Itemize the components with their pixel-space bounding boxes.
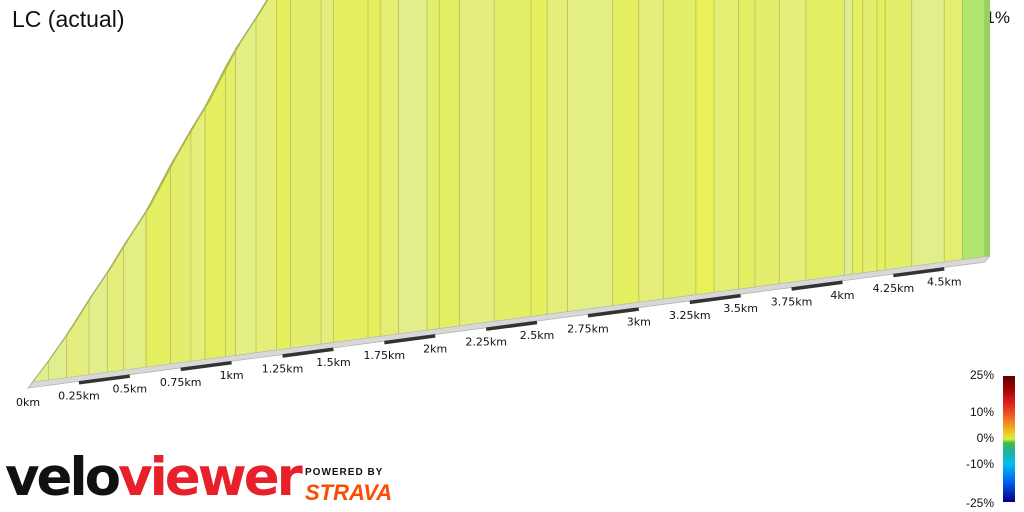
profile-segment xyxy=(438,0,461,335)
profile-segment xyxy=(204,66,226,366)
profile-segment xyxy=(844,0,854,281)
profile-segment xyxy=(123,209,147,376)
profile-segment xyxy=(88,270,108,381)
profile-segment xyxy=(695,0,715,301)
tick-label: 2.75km xyxy=(567,322,609,335)
profile-top-surface xyxy=(27,0,990,389)
tick-label: 3.25km xyxy=(669,309,711,322)
profile-segment xyxy=(320,0,334,350)
veloviewer-logo: veloviewer xyxy=(5,447,303,508)
profile-segment xyxy=(884,0,913,276)
profile-segment xyxy=(235,16,257,362)
strava-logo: STRAVA xyxy=(305,480,393,505)
distance-band xyxy=(180,360,232,372)
powered-by-text: POWERED BY xyxy=(305,467,384,478)
tick-label: 1.25km xyxy=(262,362,304,375)
chart-title: LC (actual) xyxy=(12,6,125,32)
profile-face xyxy=(27,0,986,389)
profile-segment xyxy=(852,0,864,280)
tick-label: 1.5km xyxy=(316,356,351,369)
gradient-colour-scale xyxy=(1003,376,1015,502)
profile-segment xyxy=(66,297,90,384)
profile-segment xyxy=(611,0,640,312)
elevation-profile-chart: 0km 0.25km 0.5km 0.75km 1km 1.25km 1.5km 1.75km… xyxy=(16,0,991,409)
scale-label-neg25: -25% xyxy=(965,496,994,510)
profile-segment xyxy=(145,164,171,373)
distance-band xyxy=(485,320,538,331)
profile-base xyxy=(27,255,991,389)
distance-band xyxy=(791,280,843,291)
scale-label-0: 0% xyxy=(976,431,994,445)
profile-segment xyxy=(493,0,532,328)
tick-label: 2.25km xyxy=(465,336,507,349)
profile-segment xyxy=(862,0,878,279)
profile-segment xyxy=(426,0,440,336)
tick-label: 1.75km xyxy=(364,349,406,362)
scale-label-10: 10% xyxy=(969,405,994,419)
distance-tick-labels: 0km 0.25km 0.5km 0.75km 1km 1.25km 1.5km 1.75km… xyxy=(16,275,962,409)
profile-end-cap xyxy=(985,0,990,262)
profile-segment xyxy=(805,0,845,287)
tick-label: 0.25km xyxy=(58,389,100,402)
profile-segment xyxy=(398,0,428,340)
profile-segment xyxy=(276,0,292,356)
tick-label: 0.75km xyxy=(160,376,202,389)
profile-segment xyxy=(290,0,322,354)
distance-band xyxy=(384,334,436,345)
tick-label: 0km xyxy=(16,396,40,409)
tick-label: 0.5km xyxy=(113,383,148,396)
profile-segment xyxy=(567,0,613,318)
profile-segment xyxy=(255,0,277,359)
distance-band xyxy=(78,374,131,385)
profile-segment xyxy=(754,0,780,293)
profile-segment xyxy=(190,104,206,368)
profile-segment xyxy=(459,0,495,332)
distance-band xyxy=(689,293,741,305)
scale-label-neg10: -10% xyxy=(965,457,994,471)
profile-segment xyxy=(962,0,986,266)
distance-band xyxy=(587,307,640,318)
profile-segment xyxy=(170,128,192,370)
profile-segment xyxy=(778,0,807,290)
scale-label-25: 25% xyxy=(969,368,994,382)
tick-label: 4.5km xyxy=(927,275,962,288)
profile-segment xyxy=(876,0,886,277)
profile-segment xyxy=(546,0,568,321)
tick-label: 3km xyxy=(627,316,651,329)
profile-segment xyxy=(107,243,125,379)
profile-segment-top xyxy=(255,0,269,18)
distance-band xyxy=(282,347,334,358)
profile-segment xyxy=(713,0,740,299)
tick-label: 3.75km xyxy=(771,295,813,308)
profile-segment xyxy=(638,0,664,309)
profile-segment xyxy=(738,0,756,295)
tick-label: 4km xyxy=(830,289,854,302)
tick-label: 4.25km xyxy=(873,282,915,295)
profile-base-slab xyxy=(27,255,991,389)
tick-label: 1km xyxy=(220,369,244,382)
profile-segment xyxy=(333,0,369,349)
distance-band xyxy=(893,267,945,278)
profile-segment xyxy=(911,0,945,273)
tick-label: 3.5km xyxy=(723,302,758,315)
profile-segment xyxy=(225,47,237,363)
profile-segment xyxy=(943,0,964,268)
profile-segment xyxy=(367,0,381,344)
profile-segment xyxy=(379,0,399,343)
tick-label: 2km xyxy=(423,342,447,355)
tick-label: 2.5km xyxy=(520,329,555,342)
profile-segment xyxy=(530,0,548,323)
profile-segment xyxy=(662,0,697,305)
